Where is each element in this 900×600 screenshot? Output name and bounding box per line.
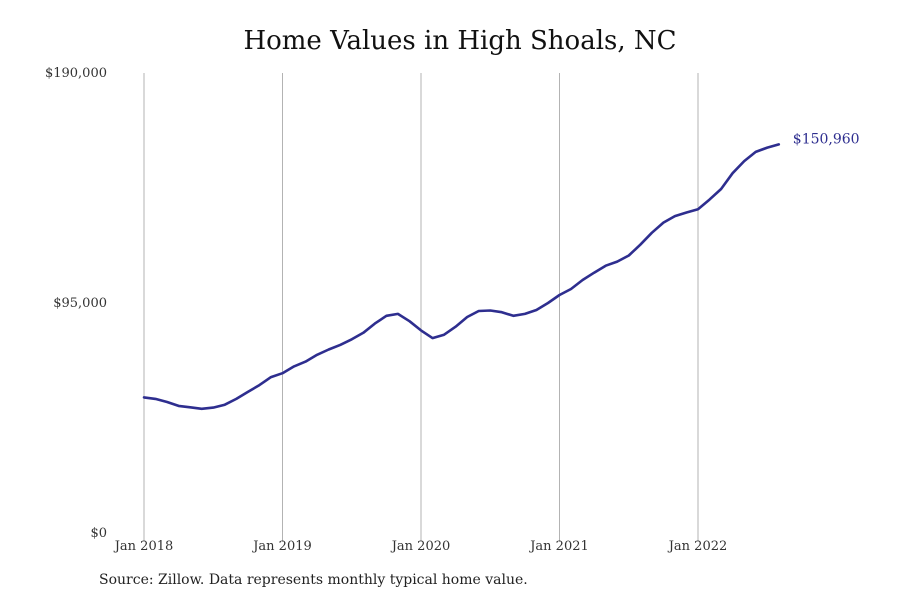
x-tick-label: Jan 2019 <box>251 539 312 554</box>
x-tick-label: Jan 2021 <box>528 539 589 554</box>
x-tick-label: Jan 2018 <box>113 539 174 554</box>
y-tick-label: $0 <box>90 526 107 541</box>
latest-value-label: $150,960 <box>793 131 860 147</box>
x-tick-label: Jan 2020 <box>390 539 451 554</box>
gridlines <box>143 73 699 542</box>
y-tick-label: $190,000 <box>45 66 107 81</box>
home-value-series-line <box>142 143 781 411</box>
source-note: Source: Zillow. Data represents monthly … <box>99 572 528 588</box>
y-axis-tick-labels: $0 $95,000 $190,000 <box>45 66 107 541</box>
y-tick-label: $95,000 <box>53 296 107 311</box>
chart-title: Home Values in High Shoals, NC <box>243 26 677 56</box>
x-axis-tick-labels: Jan 2018 Jan 2019 Jan 2020 Jan 2021 Jan 2022 <box>113 539 728 554</box>
x-tick-label: Jan 2022 <box>667 539 728 554</box>
